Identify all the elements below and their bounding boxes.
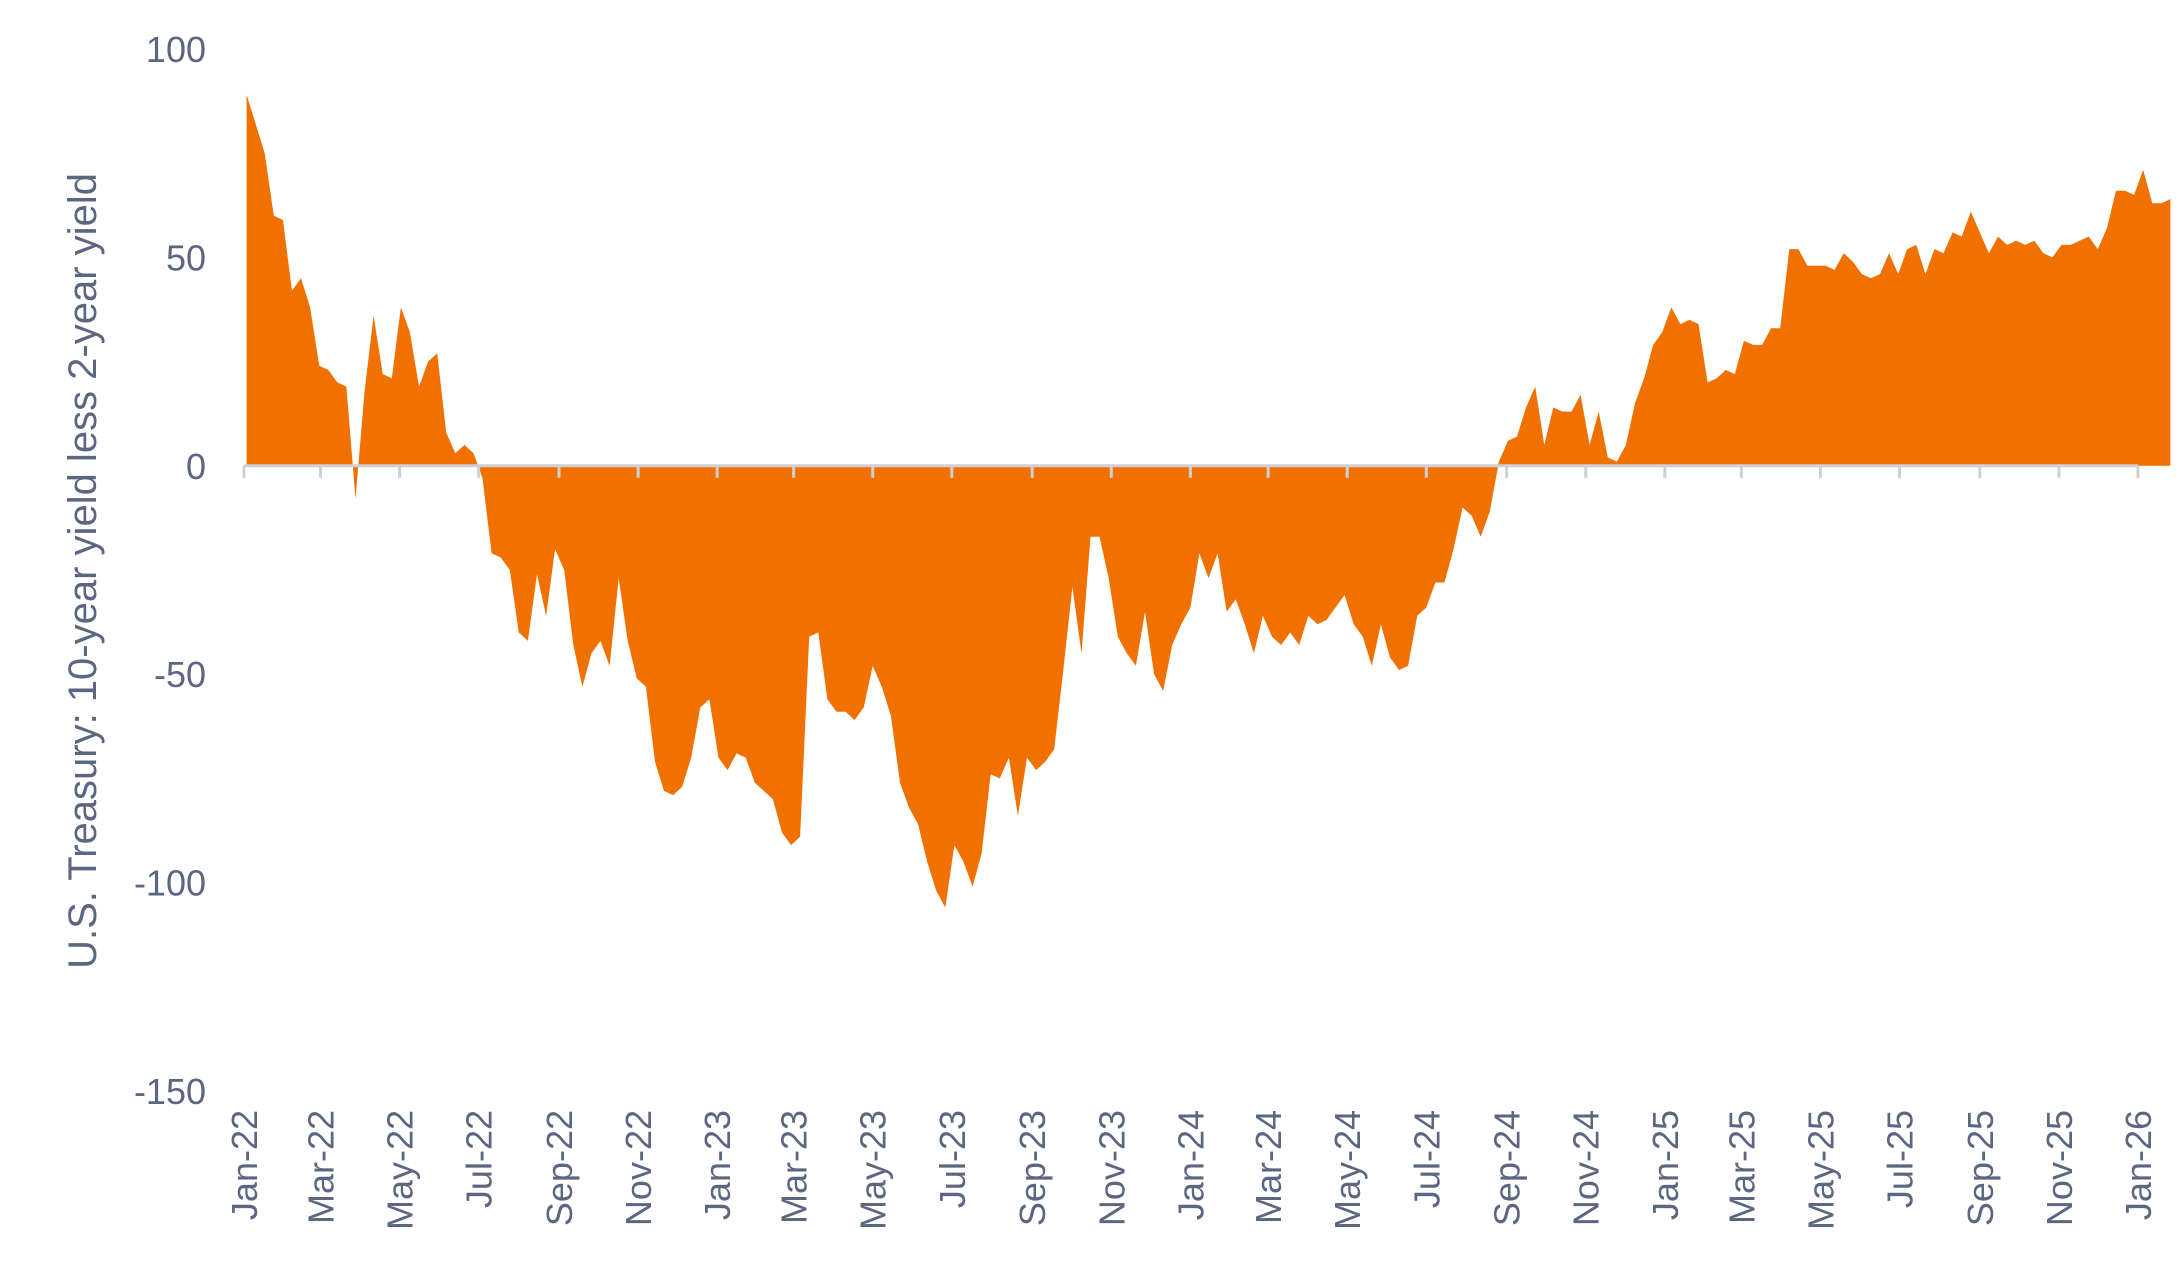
x-tick-label: Mar-25 <box>1721 1110 1762 1224</box>
x-tick-label: Sep-24 <box>1487 1110 1528 1226</box>
x-axis-ticks: Jan-22 Mar-22 May-22 Jul-22 Sep-22 Nov-22 Jan-… <box>224 465 2159 1230</box>
x-tick-label: May-22 <box>380 1110 421 1230</box>
x-tick-label: Jan-23 <box>697 1110 738 1220</box>
x-tick-label: May-23 <box>853 1110 894 1230</box>
y-axis-title: U.S. Treasury: 10-year yield less 2-year… <box>61 173 105 969</box>
x-tick-label: Jan-26 <box>2118 1110 2159 1220</box>
x-tick-label: Sep-25 <box>1960 1110 2001 1226</box>
x-tick-label: Nov-24 <box>1566 1110 1607 1226</box>
x-tick-label: Jan-24 <box>1170 1110 1211 1220</box>
x-tick-label: Jul-23 <box>932 1110 973 1208</box>
x-tick-label: Mar-24 <box>1248 1110 1289 1224</box>
x-tick-label: May-25 <box>1800 1110 1841 1230</box>
x-tick-label: Mar-23 <box>774 1110 815 1224</box>
y-tick-label: -150 <box>134 1071 206 1112</box>
x-tick-label: Jan-22 <box>224 1110 265 1220</box>
x-tick-label: May-24 <box>1327 1110 1368 1230</box>
y-tick-label: 100 <box>146 29 206 70</box>
x-tick-label: Sep-22 <box>539 1110 580 1226</box>
area-layer <box>246 94 2171 908</box>
x-tick-label: Nov-25 <box>2039 1110 2080 1226</box>
x-tick-label: Jul-24 <box>1406 1110 1447 1208</box>
y-tick-label: 50 <box>166 237 206 278</box>
x-tick-label: Jan-25 <box>1645 1110 1686 1220</box>
y-tick-label: -100 <box>134 863 206 904</box>
y-tick-label: 0 <box>186 446 206 487</box>
x-tick-label: Jul-22 <box>459 1110 500 1208</box>
x-tick-label: Nov-22 <box>618 1110 659 1226</box>
spread-area <box>246 94 2171 908</box>
y-axis-ticks: 100 50 0 -50 -100 -150 <box>134 29 206 1112</box>
x-tick-label: Sep-23 <box>1012 1110 1053 1226</box>
x-tick-label: Mar-22 <box>301 1110 342 1224</box>
y-tick-label: -50 <box>154 654 206 695</box>
x-tick-label: Jul-25 <box>1880 1110 1921 1208</box>
x-tick-label: Nov-23 <box>1091 1110 1132 1226</box>
